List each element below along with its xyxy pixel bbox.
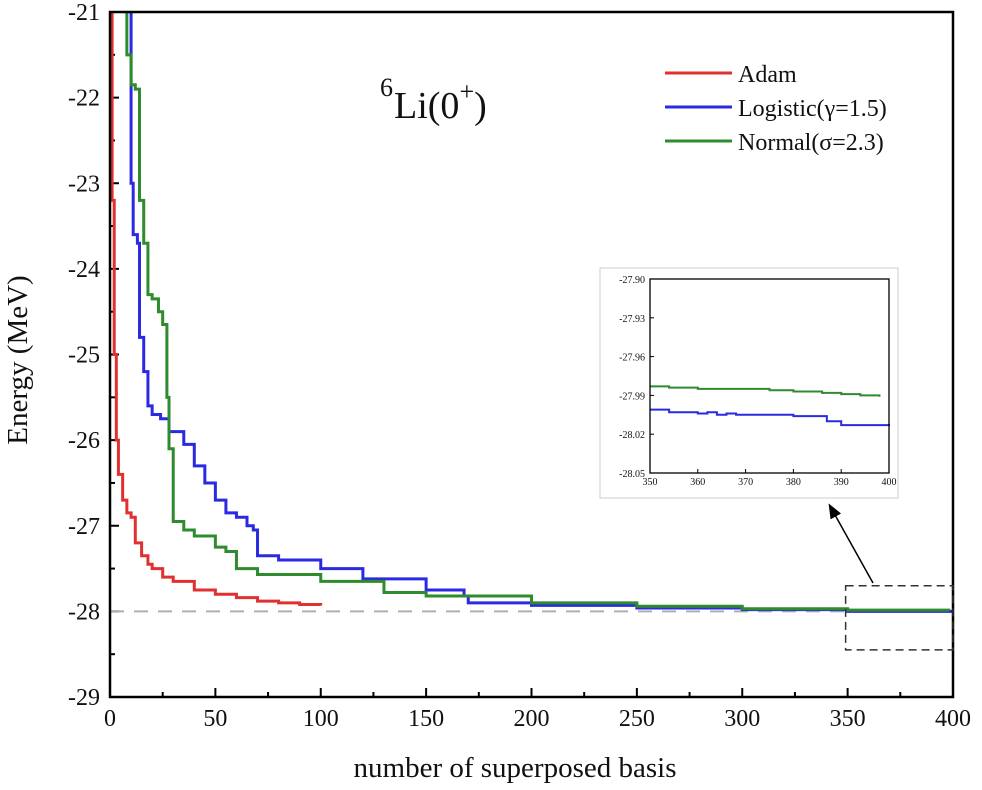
inset-y-tick-label: -28.02	[619, 430, 645, 441]
inset-chart: 350 360 370 380 390 400 -27.90 -27.93 -27.96 -27.…	[599, 267, 899, 499]
series-line-logistic	[128, 12, 953, 613]
inset-x-tick-label: 370	[738, 477, 753, 488]
main-series-group	[110, 12, 953, 613]
inset-series-line-logistic	[650, 408, 890, 427]
y-tick-label: -28	[68, 599, 100, 625]
y-tick-label: -21	[68, 0, 100, 26]
legend: Adam Logistic(γ=1.5) Normal(σ=2.3)	[665, 62, 887, 156]
main-axis-ticks: 0 50 100 150 200 250 300 350 400 -21 -22 -23 -24 -25 -…	[68, 0, 971, 732]
x-tick-label: 50	[203, 706, 227, 732]
chart-title-main: Li(0	[394, 85, 459, 127]
x-axis-label: number of superposed basis	[354, 752, 677, 784]
y-tick-label: -22	[68, 86, 100, 112]
inset-x-tick-label: 350	[643, 477, 658, 488]
y-tick-label: -25	[68, 343, 100, 369]
x-tick-label: 350	[830, 706, 866, 732]
series-line-normal	[124, 12, 951, 612]
inset-y-tick-label: -27.96	[619, 353, 645, 364]
inset-x-tick-label: 400	[882, 477, 897, 488]
y-tick-label: -26	[68, 428, 100, 454]
inset-background	[599, 267, 899, 499]
inset-frame	[649, 278, 890, 474]
legend-label: Normal(σ=2.3)	[738, 130, 884, 156]
legend-label: Logistic(γ=1.5)	[738, 96, 887, 122]
inset-x-tick-label: 380	[786, 477, 801, 488]
y-tick-label: -24	[68, 257, 100, 283]
x-tick-label: 200	[514, 706, 550, 732]
series-line-adam	[110, 12, 323, 607]
x-tick-label: 300	[724, 706, 760, 732]
inset-y-tick-label: -27.93	[619, 314, 645, 325]
inset-x-tick-label: 390	[834, 477, 849, 488]
legend-label: Adam	[738, 62, 797, 88]
y-tick-label: -29	[68, 685, 100, 711]
inset-x-tick-label: 360	[690, 477, 705, 488]
inset-y-tick-label: -28.05	[619, 469, 645, 480]
plot-frame	[108, 10, 955, 699]
x-tick-label: 150	[408, 706, 444, 732]
inset-series-line-normal	[650, 385, 881, 397]
chart-title: Li(0+)	[394, 77, 487, 127]
chart-title-post: )	[474, 85, 487, 127]
x-tick-label: 100	[303, 706, 339, 732]
inset-y-tick-label: -27.90	[619, 275, 645, 286]
x-tick-label: 0	[104, 706, 116, 732]
y-axis-label: Energy (MeV)	[2, 275, 34, 444]
y-tick-label: -23	[68, 171, 100, 197]
zoom-arrow	[828, 503, 874, 584]
chart-title-prescript: 6	[380, 73, 393, 102]
x-tick-label: 250	[619, 706, 655, 732]
chart-title-sup: +	[459, 77, 474, 106]
y-tick-label: -27	[68, 514, 100, 540]
inset-y-tick-label: -27.99	[619, 391, 645, 402]
x-tick-label: 400	[935, 706, 971, 732]
zoom-region-box	[844, 584, 954, 651]
